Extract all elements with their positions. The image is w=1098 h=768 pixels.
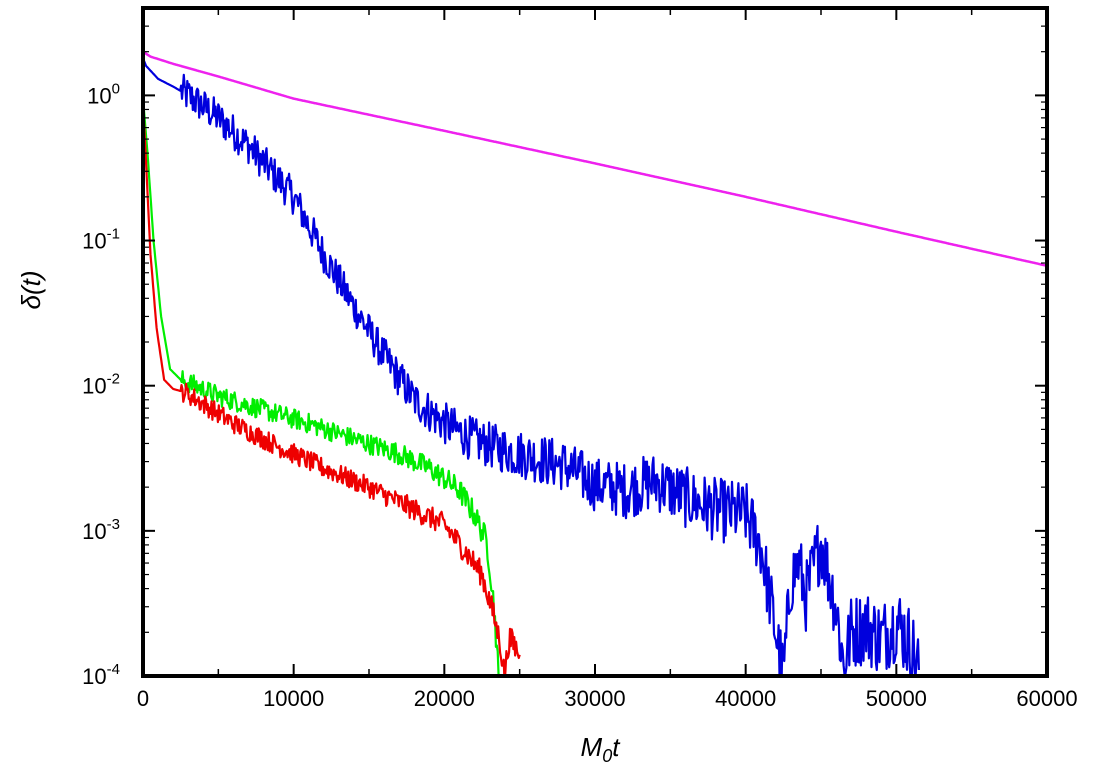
y-tick-label: 10-3 — [82, 516, 120, 544]
x-tick-label: 0 — [137, 686, 149, 711]
y-tick-exp: -2 — [107, 371, 120, 388]
y-tick-label: 10-4 — [82, 661, 120, 689]
y-tick-label: 10-2 — [82, 371, 120, 399]
x-tick-label: 30000 — [564, 686, 625, 711]
x-tick-label: 40000 — [715, 686, 776, 711]
y-tick-base: 10 — [82, 519, 106, 544]
y-tick-exp: -4 — [107, 661, 120, 678]
y-tick-exp: 0 — [112, 80, 120, 97]
y-axis-title: δ(t) — [16, 271, 46, 310]
series-layer — [143, 50, 1047, 676]
series-line-3 — [143, 101, 521, 676]
plot-frame — [141, 6, 1049, 678]
y-tick-base: 10 — [82, 229, 106, 254]
series-line-2 — [143, 98, 500, 676]
series-line-0 — [143, 50, 1047, 268]
x-axis-title: M0t — [581, 732, 622, 766]
y-tick-base: 10 — [82, 374, 106, 399]
y-tick-label: 100 — [87, 80, 120, 108]
x-tick-label: 60000 — [1016, 686, 1077, 711]
y-tick-base: 10 — [87, 83, 111, 108]
y-tick-exp: -3 — [107, 516, 120, 533]
series-line-1 — [143, 57, 920, 676]
x-tick-label: 20000 — [414, 686, 475, 711]
y-tick-base: 10 — [82, 664, 106, 689]
x-tick-label: 10000 — [263, 686, 324, 711]
y-tick-exp: -1 — [107, 226, 120, 243]
y-tick-label: 10-1 — [82, 226, 120, 254]
x-tick-label: 50000 — [866, 686, 927, 711]
